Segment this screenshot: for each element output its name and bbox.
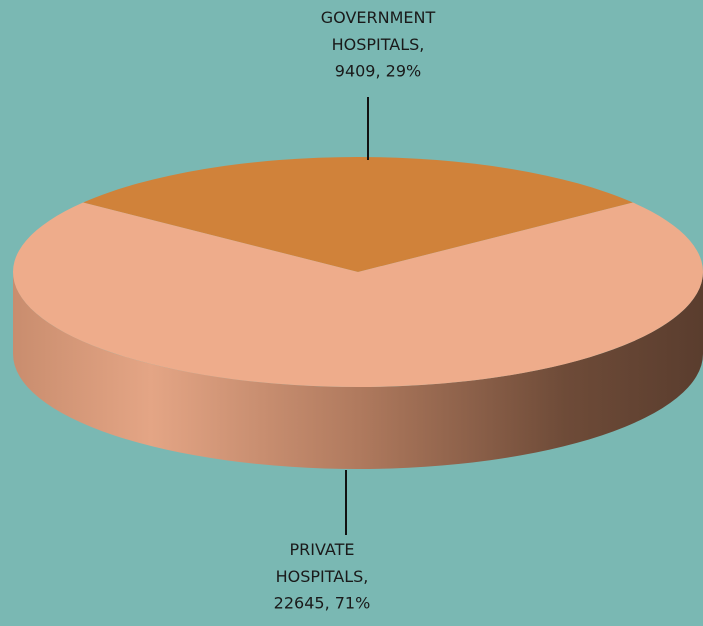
- label-word: PRIVATE: [290, 540, 355, 559]
- pie-slice: [12, 202, 703, 387]
- label-word: HOSPITALS,: [276, 567, 369, 586]
- data-label-value: 9409, 29%: [335, 62, 421, 81]
- label-word: HOSPITALS,: [332, 35, 425, 54]
- data-label-name: GOVERNMENT HOSPITALS,: [321, 8, 436, 54]
- data-label-name: PRIVATE HOSPITALS,: [276, 540, 369, 586]
- label-word: GOVERNMENT: [321, 8, 436, 27]
- pie-side: [13, 272, 703, 469]
- pie-slice: [83, 157, 633, 272]
- data-label-value: 22645, 71%: [274, 594, 371, 613]
